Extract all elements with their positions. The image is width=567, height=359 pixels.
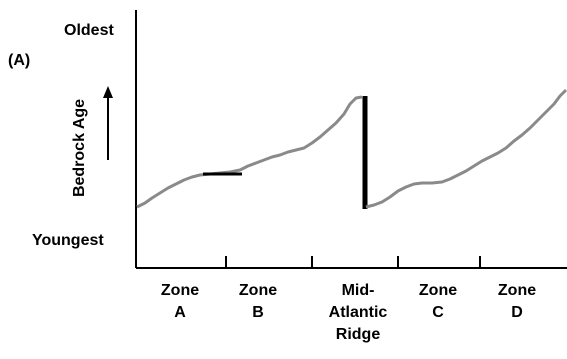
- zone-d-label: Zone D: [477, 280, 557, 324]
- zone-a-line-1: Zone: [160, 282, 200, 299]
- age-curve-right: [365, 88, 567, 209]
- zone-c-label: Zone C: [398, 280, 478, 324]
- ridge-line-1: Mid-: [341, 282, 375, 299]
- zone-b-line-2: B: [252, 304, 264, 321]
- zone-a-label: Zone A: [140, 280, 220, 324]
- mid-atlantic-ridge-label: Mid- Atlantic Ridge: [318, 280, 398, 346]
- zone-c-line-1: Zone: [418, 282, 458, 299]
- age-arrow-head: [103, 86, 113, 98]
- panel-label: (A): [8, 52, 31, 69]
- zone-c-line-2: C: [432, 304, 444, 321]
- y-axis-youngest-label: Youngest: [32, 232, 104, 249]
- zone-b-label: Zone B: [218, 280, 298, 324]
- zone-d-line-2: D: [511, 304, 523, 321]
- ridge-line-2: Atlantic: [328, 304, 388, 321]
- y-axis-title: Bedrock Age: [71, 98, 88, 198]
- y-axis-oldest-label: Oldest: [64, 22, 114, 39]
- ridge-line-3: Ridge: [335, 326, 381, 343]
- zone-a-line-2: A: [174, 304, 186, 321]
- zone-b-line-1: Zone: [238, 282, 278, 299]
- zone-d-line-1: Zone: [497, 282, 537, 299]
- age-curve-left: [136, 95, 363, 209]
